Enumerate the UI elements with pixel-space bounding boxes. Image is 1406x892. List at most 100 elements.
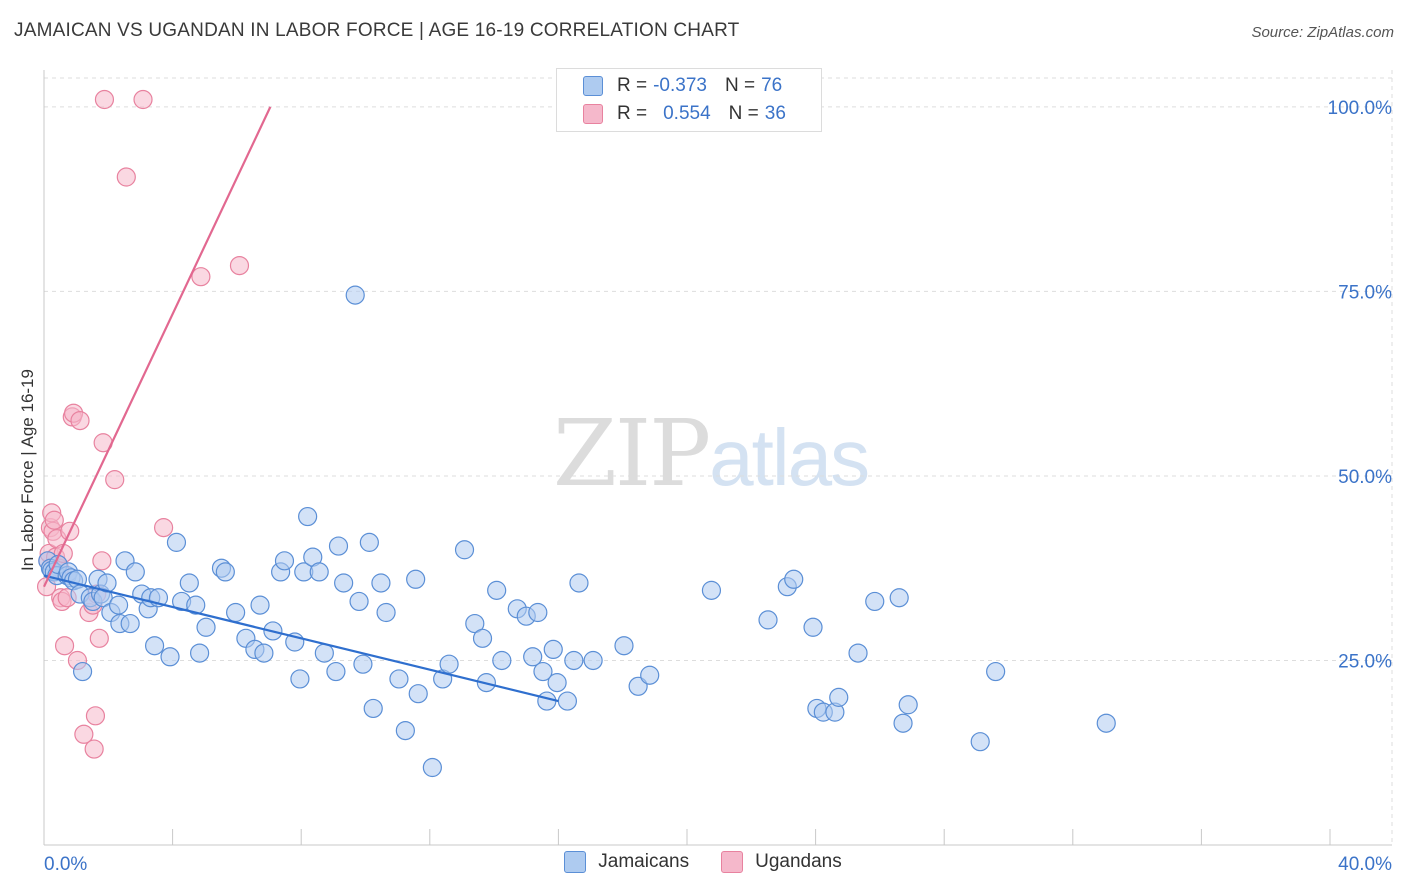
jamaicans-point	[186, 595, 206, 615]
jamaicans-point	[72, 661, 93, 682]
jamaicans-point	[848, 643, 868, 663]
jamaicans-point	[108, 595, 129, 615]
ugandans-point	[191, 267, 211, 287]
jamaicans-point	[179, 573, 199, 593]
jamaicans-points	[38, 285, 1116, 778]
jamaicans-point	[970, 732, 990, 752]
jamaicans-point	[120, 613, 140, 634]
ugandans-point	[54, 636, 75, 656]
axes	[43, 70, 1392, 846]
jamaicans-point	[298, 506, 318, 527]
jamaicans-point	[564, 650, 584, 671]
jamaicans-point	[893, 713, 913, 733]
legend-swatch-jamaicans	[583, 76, 603, 96]
stats-legend: R = -0.373 N = 76 R = 0.554 N = 36	[556, 68, 822, 132]
legend-n-value: 36	[764, 103, 786, 124]
legend-item-ugandans[interactable]: Ugandans	[721, 851, 842, 873]
jamaicans-point	[487, 580, 507, 600]
jamaicans-point	[986, 661, 1006, 682]
jamaicans-point	[349, 591, 369, 612]
jamaicans-point	[583, 650, 603, 671]
ugandans-point	[133, 89, 153, 110]
legend-swatch-jamaicans	[564, 851, 587, 873]
jamaicans-point	[406, 569, 426, 589]
jamaicans-point	[363, 698, 383, 719]
legend-n-label: N =	[724, 75, 756, 96]
jamaicans-point	[422, 757, 442, 778]
jamaicans-point	[334, 573, 354, 593]
jamaicans-point	[376, 602, 396, 623]
ugandans-point	[89, 628, 109, 648]
jamaicans-point	[326, 661, 346, 682]
jamaicans-point	[628, 676, 648, 696]
jamaicans-point	[371, 573, 391, 593]
ugandans-point	[153, 518, 174, 538]
jamaicans-point	[328, 536, 349, 556]
y-tick-label: 75.0%	[1338, 282, 1392, 303]
legend-n-value: 76	[761, 75, 783, 96]
jamaicans-point	[472, 628, 493, 648]
ugandans-point	[44, 510, 64, 530]
ugandans-point	[84, 739, 104, 759]
jamaicans-trend-line	[43, 574, 559, 703]
jamaicans-point	[492, 650, 512, 671]
source-label: Source: ZipAtlas.com	[1251, 24, 1394, 41]
jamaicans-point	[465, 613, 485, 634]
jamaicans-point	[523, 647, 543, 667]
legend-swatch-ugandans	[721, 851, 744, 873]
ugandans-point	[229, 255, 250, 276]
jamaicans-point	[1096, 713, 1116, 733]
watermark-atlas: atlas	[709, 413, 870, 502]
jamaicans-point	[557, 691, 578, 711]
jamaicans-point	[345, 285, 365, 305]
y-tick-label: 25.0%	[1338, 651, 1392, 672]
x-tick-label: 0.0%	[44, 854, 87, 875]
legend-n-label: N =	[728, 103, 759, 124]
grid-lines	[44, 70, 1393, 845]
jamaicans-point	[533, 661, 553, 682]
ugandans-point	[74, 724, 94, 744]
jamaicans-point	[314, 643, 334, 663]
legend-r-label: R =	[617, 75, 648, 96]
legend-label-jamaicans: Jamaicans	[598, 851, 690, 872]
legend-label-ugandans: Ugandans	[755, 851, 842, 872]
legend-swatch-ugandans	[583, 104, 603, 124]
legend-row-ugandans: R = 0.554 N = 36	[583, 101, 786, 127]
watermark: ZIPatlas	[553, 400, 870, 507]
ugandans-point	[70, 410, 90, 431]
jamaicans-point	[784, 569, 804, 589]
jamaicans-point	[898, 695, 918, 715]
series-legend: Jamaicans Ugandans	[0, 851, 1406, 873]
jamaicans-point	[889, 588, 909, 608]
ugandans-point	[116, 167, 136, 187]
jamaicans-point	[865, 591, 885, 612]
ugandans-points	[36, 89, 250, 759]
chart-title: JAMAICAN VS UGANDAN IN LABOR FORCE | AGE…	[14, 20, 740, 41]
jamaicans-point	[547, 673, 567, 693]
legend-item-jamaicans[interactable]: Jamaicans	[564, 851, 689, 873]
jamaicans-point	[125, 562, 145, 582]
jamaicans-point	[389, 669, 409, 689]
jamaicans-point	[226, 602, 246, 623]
watermark-zip: ZIP	[553, 400, 711, 507]
jamaicans-point	[254, 643, 274, 663]
jamaicans-point	[640, 665, 660, 685]
jamaicans-point	[701, 580, 722, 600]
ugandans-point	[92, 551, 112, 571]
y-tick-label: 100.0%	[1328, 98, 1393, 119]
jamaicans-point	[454, 540, 475, 560]
jamaicans-point	[250, 595, 270, 615]
ugandans-point	[85, 706, 106, 726]
jamaicans-point	[528, 602, 548, 623]
y-tick-label: 50.0%	[1338, 467, 1392, 488]
jamaicans-point	[166, 532, 187, 552]
jamaicans-point	[543, 639, 563, 660]
jamaicans-point	[359, 532, 379, 552]
tick-labels: 25.0% 50.0% 75.0% 100.0% 0.0% 40.0%	[44, 98, 1392, 875]
jamaicans-point	[274, 551, 295, 571]
jamaicans-point	[290, 669, 310, 689]
jamaicans-point	[537, 691, 557, 711]
jamaicans-point	[829, 687, 849, 707]
jamaicans-point	[196, 617, 216, 637]
x-tick-label: 40.0%	[1338, 854, 1392, 875]
